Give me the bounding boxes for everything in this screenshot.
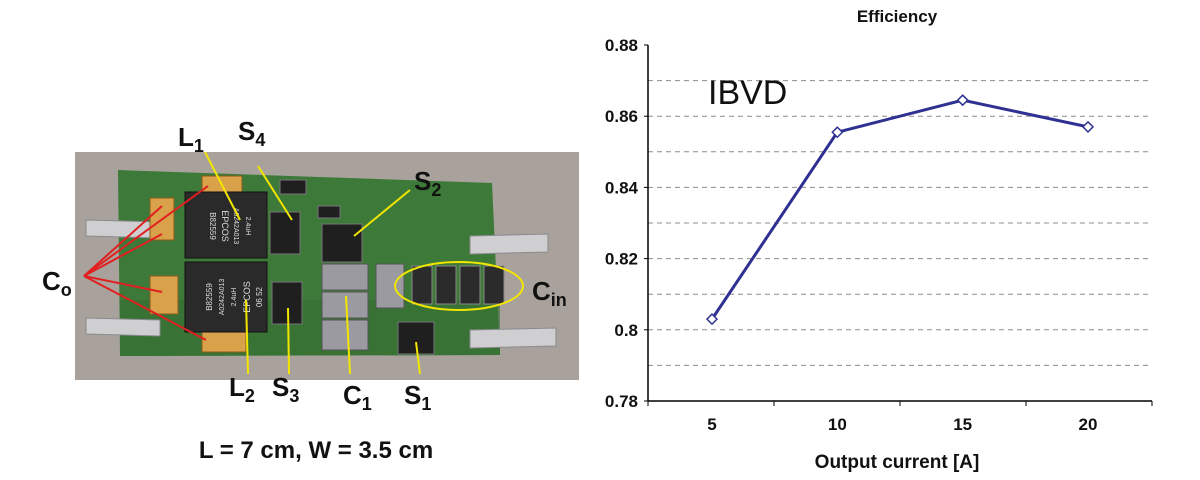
- y-tick-label: 0.88: [605, 36, 638, 55]
- inductor-l2-brand: EPCOS: [242, 281, 252, 313]
- label-co: Co: [42, 266, 72, 300]
- data-point-marker: [831, 126, 844, 139]
- inductor-l1-value: 2.4uH: [244, 217, 251, 236]
- photo-caption: L = 7 cm, W = 3.5 cm: [199, 437, 433, 464]
- label-s2: S2: [414, 166, 441, 200]
- x-tick-label: 10: [828, 415, 847, 434]
- inductor-l2-value: 2.4uH: [231, 288, 238, 307]
- data-point-marker: [1081, 120, 1095, 133]
- series-layer: [705, 94, 1095, 326]
- x-tick-label: 5: [707, 415, 716, 434]
- chart-title: Efficiency: [857, 7, 938, 26]
- x-tick-label: 20: [1079, 415, 1098, 434]
- x-tick-label: 15: [953, 415, 972, 434]
- mosfets: [269, 179, 435, 355]
- grid-lines: [648, 80, 1152, 366]
- inductor-l1-code: A0242A013: [232, 208, 239, 245]
- y-tick-label: 0.86: [605, 107, 638, 126]
- label-c1: C1: [343, 380, 372, 414]
- inductor-l1: EPCOS B82559 A0242A013 2.4uH: [184, 191, 268, 259]
- y-tick-label: 0.78: [605, 392, 638, 411]
- data-point-marker: [705, 313, 719, 326]
- data-point-marker: [956, 94, 969, 107]
- connector-tabs: [85, 219, 557, 349]
- ibvd-annotation: IBVD: [708, 74, 787, 112]
- pointer-lines: [83, 151, 421, 375]
- inductor-l2-part: B82559: [205, 283, 214, 311]
- input-capacitors: [411, 265, 505, 305]
- capacitor-c1-stack: [321, 263, 405, 351]
- inductor-l1-part: B82559: [208, 212, 217, 240]
- cin-highlight-ellipse: [394, 261, 524, 311]
- inductor-l2: EPCOS 06 52 2.4uH A0242A013 B82559: [184, 261, 268, 333]
- label-s1: S1: [404, 380, 431, 414]
- y-axis-ticks: 0.88 0.86 0.84 0.82 0.8 0.78: [605, 36, 648, 411]
- y-tick-label: 0.84: [605, 178, 639, 197]
- inductor-l2-date: 06 52: [255, 286, 264, 307]
- series-line: [710, 98, 1089, 320]
- label-l2: L2: [229, 372, 255, 406]
- y-tick-label: 0.82: [605, 250, 638, 269]
- efficiency-chart: Efficiency 0.88 0.86 0.84 0.82 0.8 0.78 5 10 15…: [605, 7, 1153, 473]
- inductor-l1-brand: EPCOS: [220, 210, 230, 242]
- inductor-l2-code: A0242A013: [219, 279, 226, 316]
- label-l1: L1: [178, 122, 204, 156]
- x-axis-label: Output current [A]: [815, 452, 980, 473]
- y-tick-label: 0.8: [614, 321, 638, 340]
- label-s3: S3: [272, 372, 299, 406]
- label-cin: Cin: [532, 276, 567, 310]
- x-axis-ticks: 5 10 15 20: [647, 401, 1153, 434]
- pcb-photo: EPCOS B82559 A0242A013 2.4uH EPCOS 06 52…: [42, 116, 579, 464]
- label-s4: S4: [238, 116, 265, 150]
